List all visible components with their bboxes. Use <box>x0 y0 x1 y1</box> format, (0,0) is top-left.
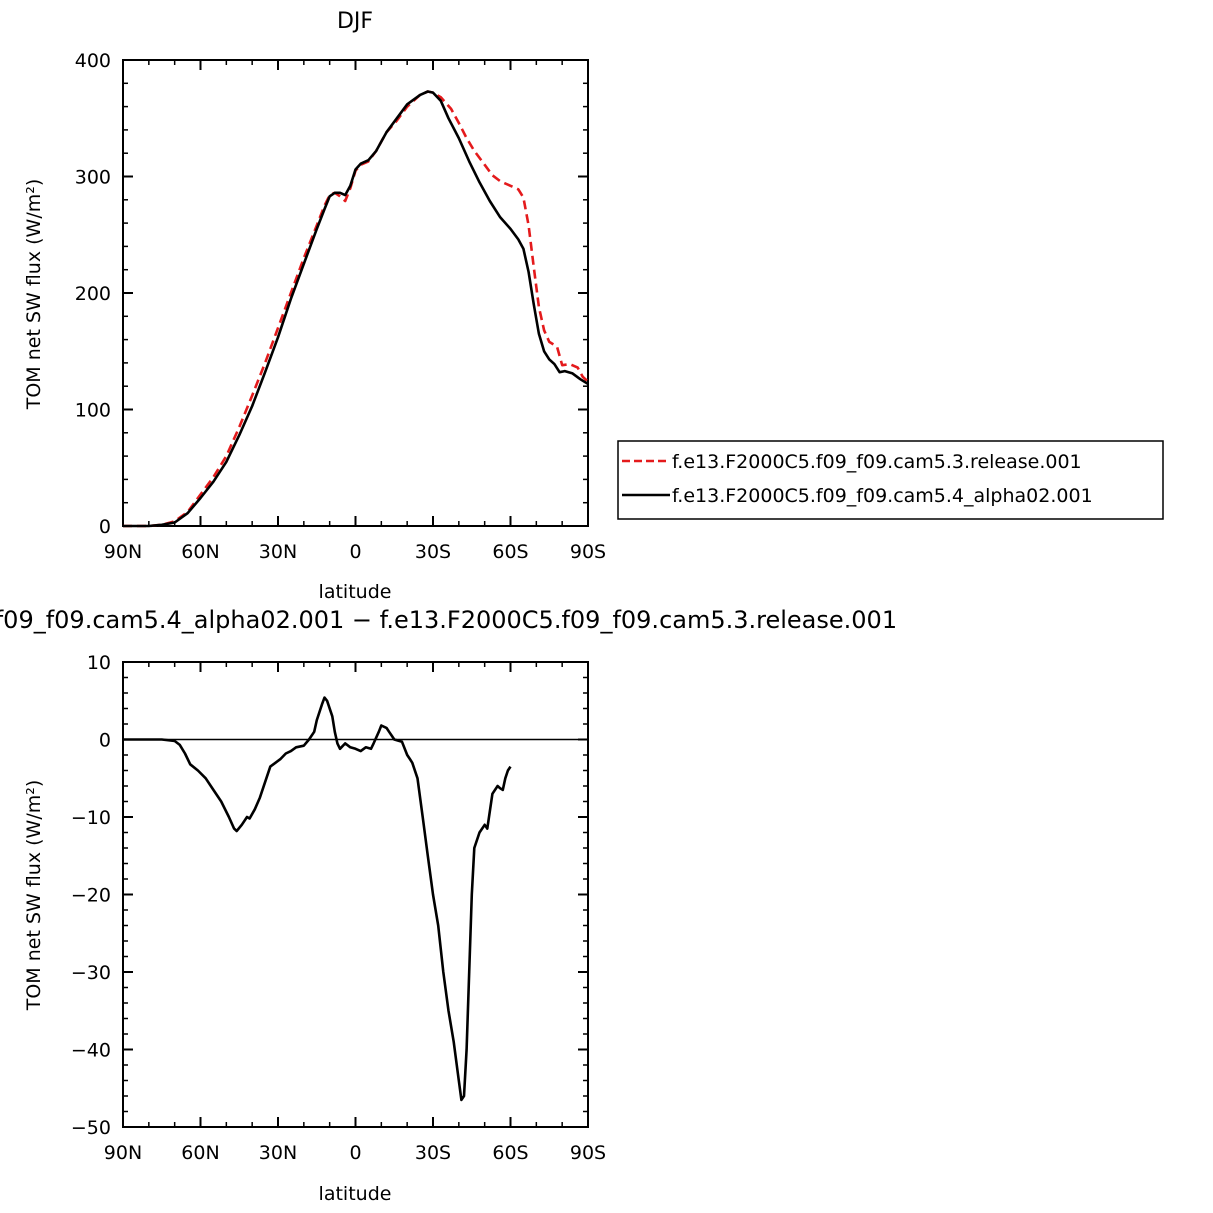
bottom-chart-series-1-line <box>123 696 512 1102</box>
legend-entry-1: f.e13.F2000C5.f09_f09.cam5.3.release.001 <box>672 451 1082 473</box>
top-chart-series-2-line <box>123 90 589 528</box>
top-chart-title: DJF <box>337 9 373 34</box>
bottom-chart-y-tick-label: −40 <box>71 1040 111 1062</box>
top-chart-y-axis-label: TOM net SW flux (W/m²) <box>23 179 45 411</box>
top-chart-x-tick-label: 90S <box>570 541 606 563</box>
bottom-chart-frame <box>122 661 589 1128</box>
bottom-chart-x-tick-label: 90N <box>104 1142 142 1164</box>
bottom-chart-y-tick-label: −50 <box>71 1117 111 1139</box>
top-chart-y-tick-label: 200 <box>75 283 111 305</box>
top-chart-x-axis-label: latitude <box>319 581 392 603</box>
top-chart-x-tick-label: 60N <box>181 541 219 563</box>
legend-entry-2: f.e13.F2000C5.f09_f09.cam5.4_alpha02.001 <box>672 485 1093 507</box>
top-chart-x-tick-label: 30S <box>415 541 451 563</box>
bottom-chart-y-tick-label: 10 <box>87 652 111 674</box>
top-chart-x-tick-label: 60S <box>492 541 528 563</box>
bottom-chart-y-axis-label: TOM net SW flux (W/m²) <box>23 780 45 1012</box>
top-chart-x-tick-label: 90N <box>104 541 142 563</box>
bottom-chart-x-tick-label: 30S <box>415 1142 451 1164</box>
bottom-chart-x-tick-label: 60S <box>492 1142 528 1164</box>
bottom-chart-y-tick-label: −20 <box>71 885 111 907</box>
legend: f.e13.F2000C5.f09_f09.cam5.3.release.001… <box>617 440 1164 520</box>
top-chart-series-1-line <box>123 90 589 528</box>
bottom-chart-axes: 90N 60N 30N 0 30S 60S 90S 10 0 −10 −20 −30 −40 −50 <box>71 652 606 1164</box>
top-chart-y-tick-label: 0 <box>99 516 111 538</box>
top-chart-series <box>123 90 589 528</box>
top-chart-y-tick-label: 100 <box>75 400 111 422</box>
top-chart-y-tick-label: 400 <box>75 50 111 72</box>
legend-box <box>617 440 1164 520</box>
top-chart-x-tick-label: 0 <box>349 541 361 563</box>
bottom-chart-series <box>123 696 512 1102</box>
bottom-chart-y-tick-label: −30 <box>71 962 111 984</box>
bottom-chart: f.e13.F2000C5.f09_f09.cam5.4_alpha02.001… <box>0 606 897 1205</box>
bottom-chart-x-tick-label: 30N <box>259 1142 297 1164</box>
top-chart-axes: 90N 60N 30N 0 30S 60S 90S 0 100 200 300 400 <box>75 50 606 563</box>
top-chart: DJF 90N 60N 30N 0 30S 60S 90S 0 100 200 300 400 lat… <box>23 9 1164 603</box>
bottom-chart-x-axis-label: latitude <box>319 1183 392 1205</box>
bottom-chart-y-tick-label: −10 <box>71 807 111 829</box>
top-chart-x-tick-label: 30N <box>259 541 297 563</box>
bottom-chart-x-tick-label: 60N <box>181 1142 219 1164</box>
top-chart-y-tick-label: 300 <box>75 167 111 189</box>
top-chart-frame <box>122 59 589 527</box>
bottom-chart-y-tick-label: 0 <box>99 730 111 752</box>
bottom-chart-x-tick-label: 0 <box>349 1142 361 1164</box>
bottom-chart-title: f.e13.F2000C5.f09_f09.cam5.4_alpha02.001… <box>0 606 897 634</box>
bottom-chart-x-tick-label: 90S <box>570 1142 606 1164</box>
